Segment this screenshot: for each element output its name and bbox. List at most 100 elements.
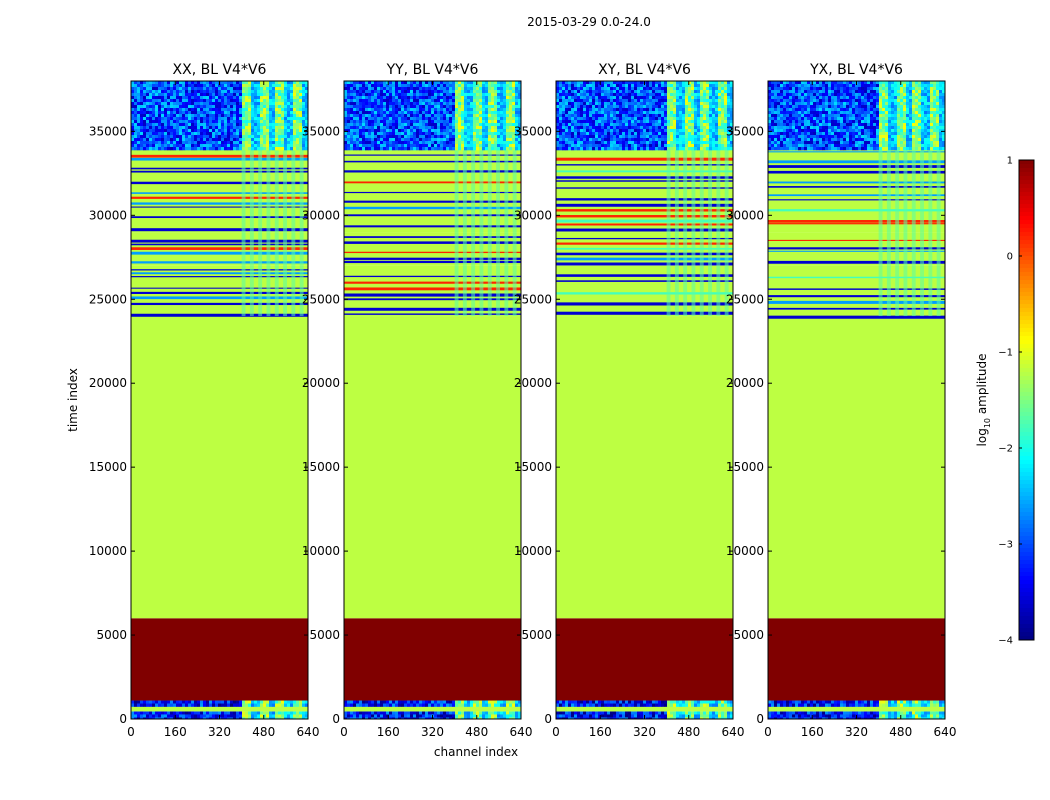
colorbar-swatch (1019, 296, 1034, 301)
colorbar-swatch (1019, 484, 1034, 489)
colorbar-swatch (1019, 572, 1034, 577)
colorbar-swatch (1019, 192, 1034, 197)
colorbar-tick-label: −2 (998, 444, 1013, 455)
colorbar-swatch (1019, 540, 1034, 545)
colorbar: −4 −3 −2 −1 0 1 log10 amplitude (975, 156, 1035, 647)
band-noisy (344, 700, 521, 707)
y-tick-label: 15000 (514, 460, 552, 474)
y-tick-label: 30000 (726, 208, 764, 222)
heatmap-image (556, 81, 733, 719)
x-tick-label: 320 (421, 725, 444, 739)
colorbar-swatch (1019, 596, 1034, 601)
colorbar-swatch (1019, 588, 1034, 593)
band-striped (131, 232, 308, 266)
colorbar-swatch (1019, 424, 1034, 429)
x-tick-label: 640 (722, 725, 745, 739)
colorbar-swatch (1019, 328, 1034, 333)
panel-title: YY, BL V4*V6 (386, 62, 479, 78)
colorbar-swatch (1019, 556, 1034, 561)
colorbar-swatch (1019, 564, 1034, 569)
y-tick-label: 5000 (521, 628, 552, 642)
colorbar-swatch (1019, 496, 1034, 501)
colorbar-swatch (1019, 312, 1034, 317)
x-tick-label: 640 (510, 725, 533, 739)
x-tick-label: 0 (340, 725, 348, 739)
band-max (344, 618, 521, 701)
colorbar-swatch (1019, 204, 1034, 209)
y-tick-label: 0 (756, 712, 764, 726)
y-tick-label: 15000 (302, 460, 340, 474)
colorbar-swatch (1019, 260, 1034, 265)
colorbar-swatch (1019, 520, 1034, 525)
colorbar-swatch (1019, 524, 1034, 529)
x-tick-label: 480 (677, 725, 700, 739)
band-striped (344, 232, 521, 266)
colorbar-swatch (1019, 196, 1034, 201)
colorbar-swatch (1019, 560, 1034, 565)
y-tick-label: 20000 (302, 376, 340, 390)
colorbar-swatch (1019, 516, 1034, 521)
colorbar-swatch (1019, 236, 1034, 241)
x-axis-label: channel index (434, 745, 518, 759)
band-active (768, 81, 945, 151)
band-noisy (556, 700, 733, 707)
x-tick-label: 480 (889, 725, 912, 739)
colorbar-swatch (1019, 292, 1034, 297)
colorbar-swatch (1019, 548, 1034, 553)
colorbar-swatch (1019, 356, 1034, 361)
colorbar-swatch (1019, 620, 1034, 625)
colorbar-swatch (1019, 308, 1034, 313)
colorbar-swatch (1019, 264, 1034, 269)
x-tick-label: 320 (845, 725, 868, 739)
colorbar-swatch (1019, 636, 1034, 641)
colorbar-swatch (1019, 592, 1034, 597)
colorbar-swatch (1019, 348, 1034, 353)
colorbar-swatch (1019, 428, 1034, 433)
band-active (131, 81, 308, 151)
colorbar-swatch (1019, 628, 1034, 633)
colorbar-swatch (1019, 200, 1034, 205)
colorbar-swatch (1019, 228, 1034, 233)
y-tick-label: 10000 (726, 544, 764, 558)
colorbar-swatch (1019, 412, 1034, 417)
colorbar-tick-label: −4 (998, 636, 1013, 647)
y-tick-label: 35000 (302, 124, 340, 138)
x-tick-label: 160 (377, 725, 400, 739)
colorbar-swatch (1019, 316, 1034, 321)
colorbar-swatch (1019, 232, 1034, 237)
colorbar-swatch (1019, 300, 1034, 305)
colorbar-swatch (1019, 160, 1034, 165)
x-tick-label: 480 (465, 725, 488, 739)
colorbar-frame (1018, 159, 1035, 641)
panel-2: YY, BL V4*V6 0 160 320 480 640 0 5000 10000 15000… (302, 62, 533, 739)
y-tick-label: 0 (332, 712, 340, 726)
y-tick-label: 20000 (89, 376, 127, 390)
colorbar-swatch (1019, 172, 1034, 177)
colorbar-swatch (1019, 384, 1034, 389)
x-tick-label: 640 (297, 725, 320, 739)
colorbar-tick-label: 1 (1007, 156, 1013, 167)
colorbar-swatch (1019, 464, 1034, 469)
colorbar-swatch (1019, 440, 1034, 445)
band-striped (768, 148, 945, 233)
colorbar-swatch (1019, 480, 1034, 485)
y-tick-label: 25000 (726, 292, 764, 306)
y-tick-label: 20000 (514, 376, 552, 390)
y-tick-label: 35000 (514, 124, 552, 138)
colorbar-swatch (1019, 584, 1034, 589)
x-tick-label: 320 (208, 725, 231, 739)
band-noisy (131, 711, 308, 719)
colorbar-swatch (1019, 400, 1034, 405)
y-tick-label: 25000 (302, 292, 340, 306)
band-striped (556, 265, 733, 317)
y-tick-label: 5000 (309, 628, 340, 642)
y-tick-label: 0 (119, 712, 127, 726)
colorbar-swatch (1019, 256, 1034, 261)
colorbar-swatch (1019, 360, 1034, 365)
colorbar-swatch (1019, 472, 1034, 477)
x-tick-label: 0 (127, 725, 135, 739)
panel-title: YX, BL V4*V6 (809, 62, 903, 78)
heatmap-image (768, 81, 945, 719)
colorbar-swatch (1019, 168, 1034, 173)
colorbar-swatch (1019, 528, 1034, 533)
